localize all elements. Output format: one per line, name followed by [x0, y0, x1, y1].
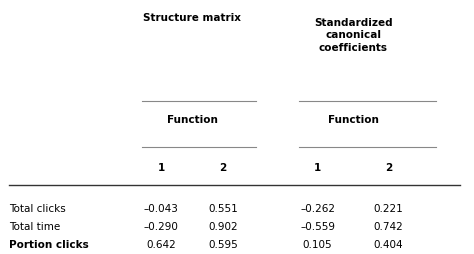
Text: Total time: Total time — [9, 221, 61, 231]
Text: –0.290: –0.290 — [144, 221, 179, 231]
Text: Structure matrix: Structure matrix — [143, 13, 241, 23]
Text: Total clicks: Total clicks — [9, 203, 66, 213]
Text: –0.262: –0.262 — [300, 203, 335, 213]
Text: Function: Function — [328, 114, 379, 124]
Text: 0.742: 0.742 — [374, 221, 403, 231]
Text: 2: 2 — [385, 163, 392, 172]
Text: –0.559: –0.559 — [300, 221, 335, 231]
Text: Function: Function — [166, 114, 218, 124]
Text: 1: 1 — [314, 163, 321, 172]
Text: 0.551: 0.551 — [208, 203, 237, 213]
Text: 0.221: 0.221 — [374, 203, 403, 213]
Text: 0.902: 0.902 — [208, 221, 237, 231]
Text: –0.043: –0.043 — [144, 203, 179, 213]
Text: 0.642: 0.642 — [146, 239, 176, 249]
Text: 2: 2 — [219, 163, 227, 172]
Text: 1: 1 — [157, 163, 165, 172]
Text: Portion clicks: Portion clicks — [9, 239, 89, 249]
Text: 0.105: 0.105 — [303, 239, 332, 249]
Text: 0.595: 0.595 — [208, 239, 237, 249]
Text: Standardized
canonical
coefficients: Standardized canonical coefficients — [314, 18, 392, 52]
Text: 0.404: 0.404 — [374, 239, 403, 249]
